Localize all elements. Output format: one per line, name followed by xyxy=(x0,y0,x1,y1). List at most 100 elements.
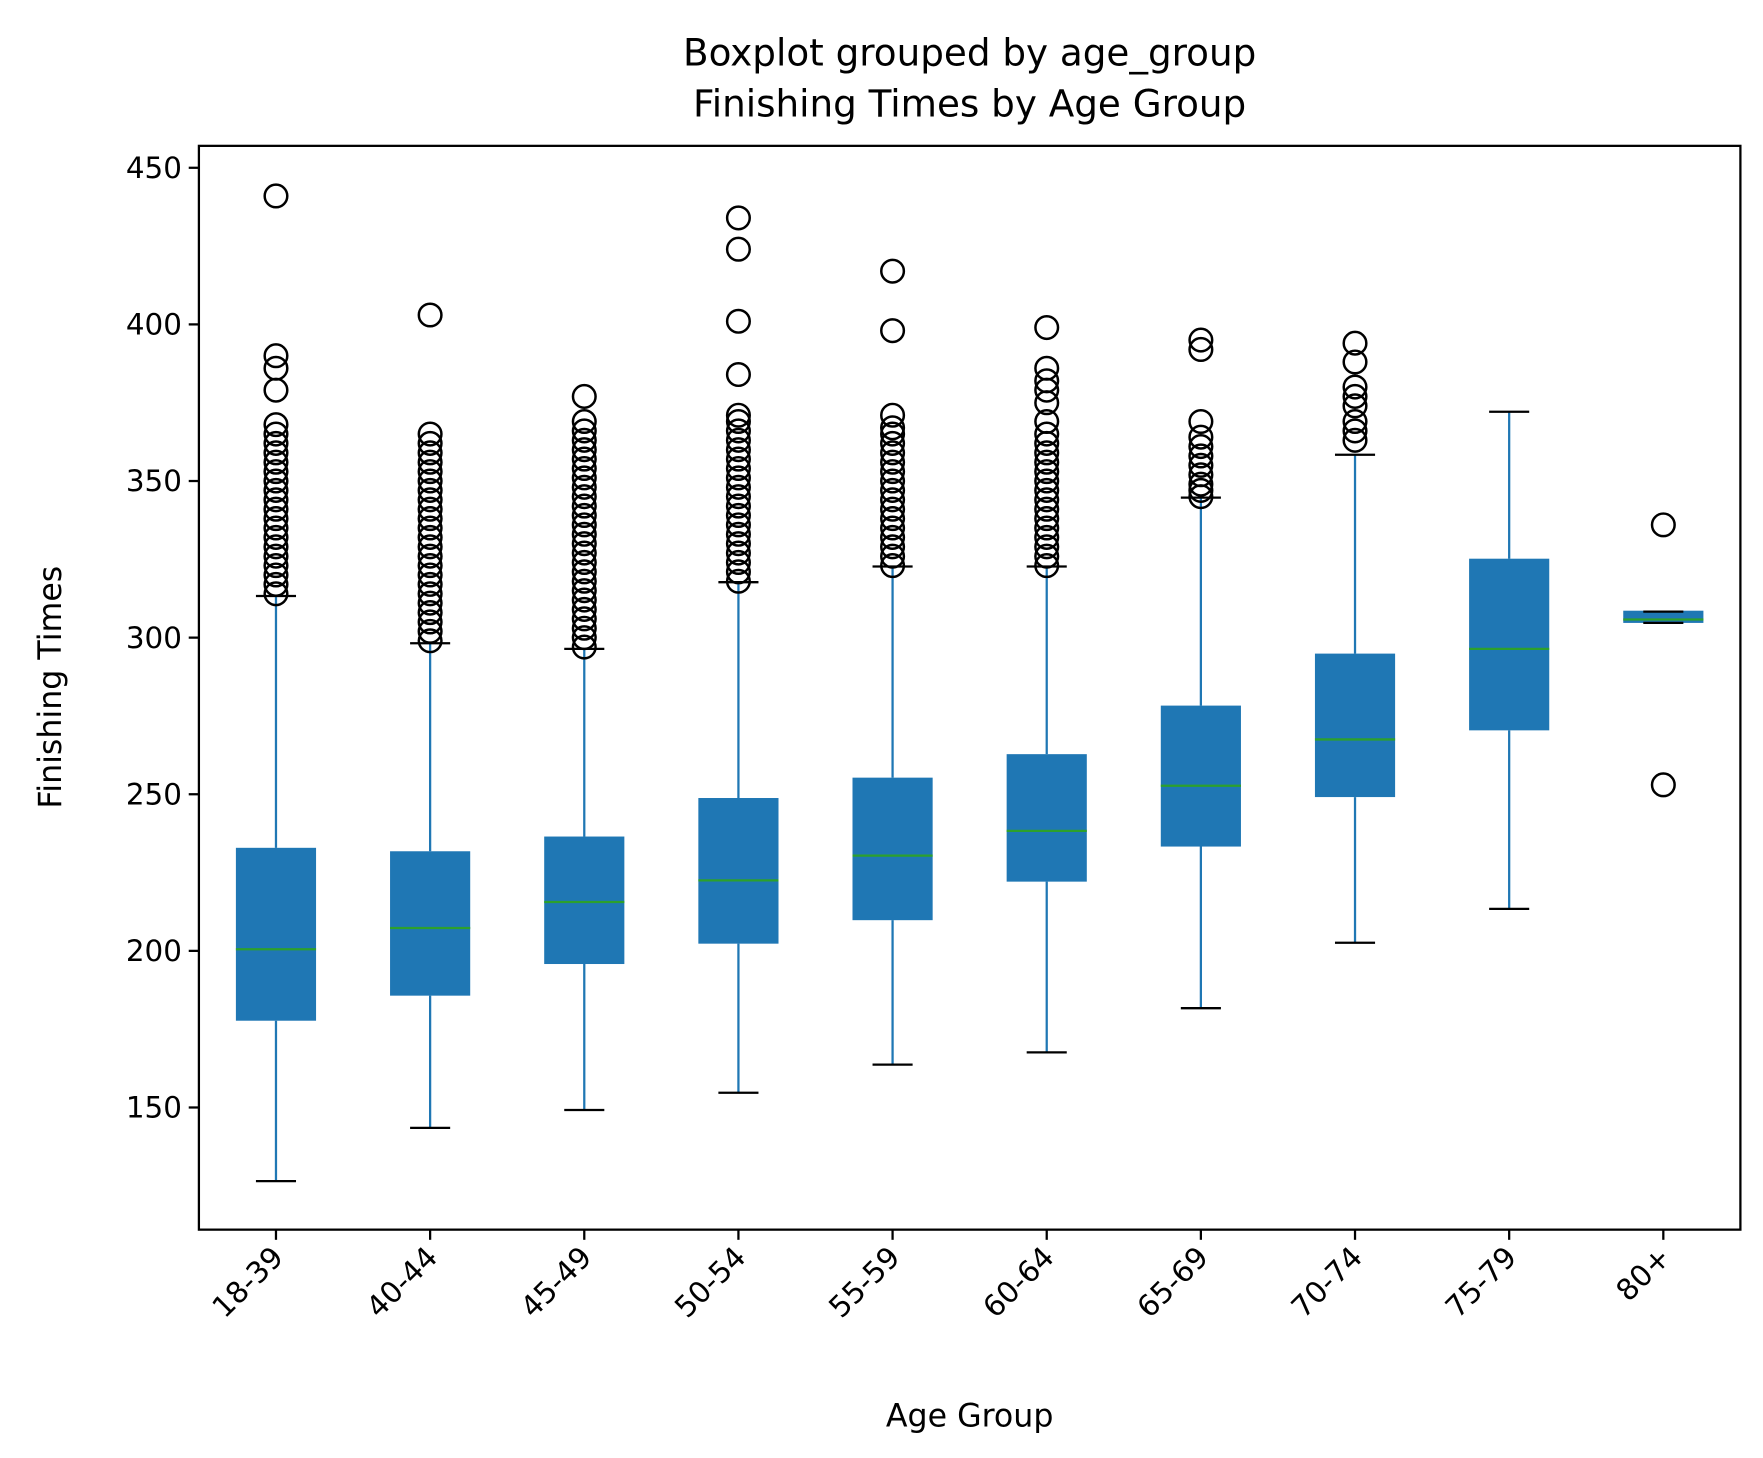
box xyxy=(698,798,779,944)
y-tick-label: 250 xyxy=(126,777,182,811)
outlier xyxy=(725,484,751,510)
x-tick-label: 40-44 xyxy=(360,1240,444,1324)
outlier xyxy=(1342,427,1368,453)
outlier xyxy=(1034,506,1060,532)
outlier xyxy=(1034,477,1060,503)
outlier xyxy=(571,540,597,566)
outlier xyxy=(1188,443,1214,469)
outlier xyxy=(880,553,906,579)
outlier xyxy=(1188,424,1214,450)
outlier xyxy=(571,596,597,622)
outlier xyxy=(725,408,751,435)
outlier xyxy=(417,534,443,560)
outlier xyxy=(880,449,906,475)
outlier xyxy=(880,524,906,550)
outlier xyxy=(725,455,751,482)
outlier xyxy=(263,183,289,209)
outlier xyxy=(725,205,751,231)
outlier xyxy=(571,531,597,557)
outlier xyxy=(725,549,751,576)
x-axis-label: Age Group xyxy=(886,1398,1054,1434)
outlier xyxy=(417,600,443,626)
x-tick-label: 75-79 xyxy=(1439,1240,1523,1324)
outlier xyxy=(417,496,443,522)
outlier xyxy=(417,515,443,541)
outlier xyxy=(571,559,597,585)
y-tick-label: 300 xyxy=(126,621,182,655)
outlier xyxy=(725,531,751,557)
outlier xyxy=(571,568,597,594)
outlier xyxy=(571,465,597,491)
x-tick-label: 70-74 xyxy=(1285,1240,1369,1324)
x-tick-label: 80+ xyxy=(1609,1240,1677,1308)
outlier xyxy=(725,493,751,519)
outlier xyxy=(1188,434,1214,460)
outlier xyxy=(880,459,906,485)
box xyxy=(235,847,317,1021)
outlier xyxy=(417,553,443,579)
outlier xyxy=(725,361,751,388)
outlier xyxy=(1034,408,1060,435)
outlier xyxy=(571,587,597,613)
outlier xyxy=(1034,496,1060,522)
outlier xyxy=(880,430,906,456)
outlier xyxy=(1034,515,1060,541)
outlier xyxy=(1342,383,1368,409)
box xyxy=(1006,754,1087,882)
outlier xyxy=(1034,421,1060,447)
outlier xyxy=(571,446,597,472)
outlier xyxy=(1034,534,1060,560)
outlier xyxy=(571,418,597,444)
outlier xyxy=(263,477,289,503)
outlier xyxy=(417,440,443,466)
outlier xyxy=(571,578,597,604)
outlier xyxy=(725,521,751,547)
outlier xyxy=(417,449,443,475)
outlier xyxy=(263,468,289,494)
outlier xyxy=(880,468,906,494)
outlier xyxy=(1342,393,1368,419)
outlier xyxy=(263,459,289,485)
outlier xyxy=(263,440,289,466)
outlier xyxy=(1034,355,1060,381)
outlier xyxy=(263,543,289,569)
outlier xyxy=(725,402,751,428)
y-tick-label: 400 xyxy=(126,308,182,342)
outlier xyxy=(725,465,751,491)
outlier xyxy=(263,487,289,513)
outlier xyxy=(571,484,597,510)
outlier xyxy=(1034,368,1060,394)
x-tick-label: 50-54 xyxy=(668,1240,752,1324)
outlier xyxy=(263,515,289,541)
y-tick-label: 450 xyxy=(126,151,182,185)
outlier xyxy=(1342,349,1368,375)
y-tick-label: 200 xyxy=(126,934,182,968)
outlier xyxy=(263,534,289,560)
y-axis-label: Finishing Times xyxy=(33,566,69,809)
outlier xyxy=(571,383,597,409)
x-tick-label: 45-49 xyxy=(514,1240,598,1324)
outlier xyxy=(1650,772,1676,798)
outlier xyxy=(263,343,289,369)
outlier xyxy=(571,606,597,632)
outlier xyxy=(1188,327,1214,353)
x-tick-label: 65-69 xyxy=(1130,1240,1214,1324)
outlier xyxy=(1188,471,1214,497)
outlier xyxy=(880,415,906,441)
outlier xyxy=(417,562,443,588)
outlier xyxy=(263,421,289,447)
outlier xyxy=(417,506,443,532)
outlier xyxy=(263,581,289,607)
outlier xyxy=(571,493,597,519)
outlier xyxy=(1342,330,1368,356)
outlier xyxy=(417,609,443,635)
outlier xyxy=(417,524,443,550)
box xyxy=(1469,558,1550,731)
box xyxy=(852,777,933,921)
outlier xyxy=(571,625,597,651)
outlier xyxy=(880,506,906,532)
outlier xyxy=(880,440,906,466)
outlier xyxy=(417,459,443,485)
